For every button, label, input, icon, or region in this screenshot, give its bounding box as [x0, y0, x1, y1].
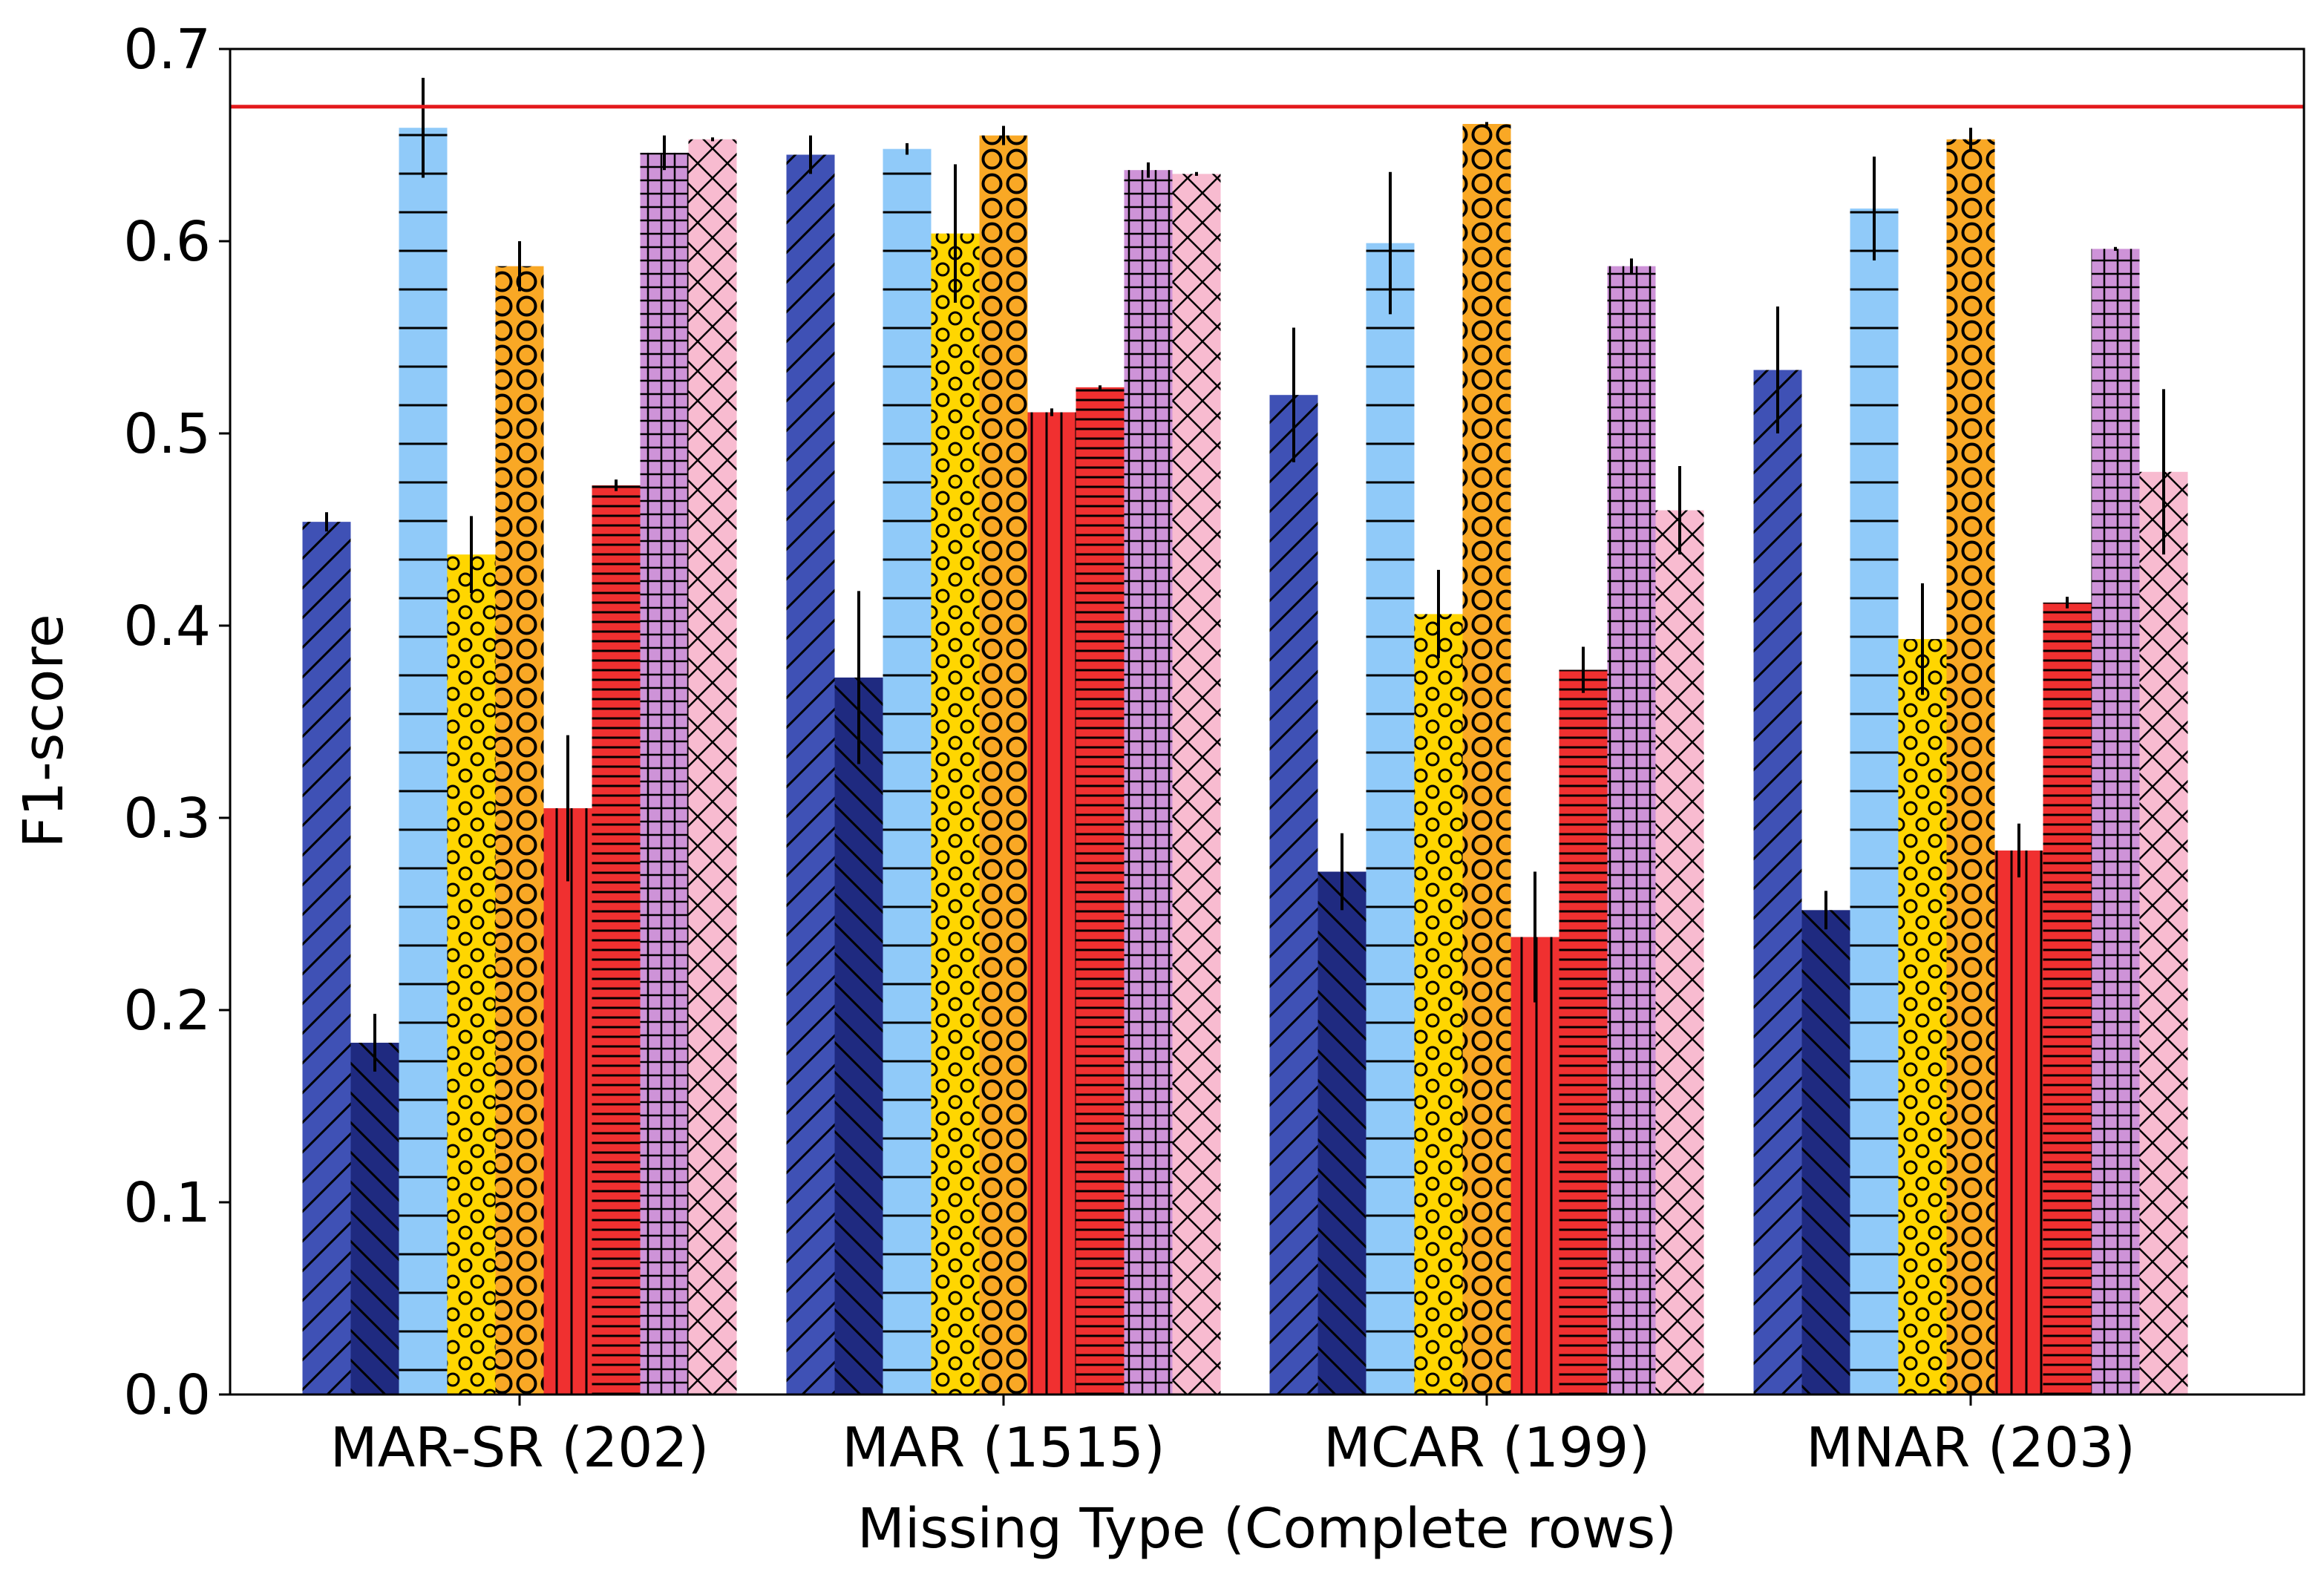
y-axis: 0.0 0.1 0.2 0.3 0.4 0.5 0.6 0.7 [123, 18, 230, 1427]
bar [2091, 249, 2140, 1394]
bar [1607, 266, 1656, 1394]
bar [495, 266, 544, 1394]
bar [1366, 243, 1415, 1395]
bar [399, 128, 448, 1395]
bar [1559, 669, 1608, 1394]
y-tick-label: 0.1 [123, 1171, 211, 1235]
y-tick-label: 0.4 [123, 594, 211, 658]
y-tick-label: 0.2 [123, 979, 211, 1043]
x-tick-label: MCAR (199) [1323, 1416, 1650, 1480]
bar [931, 233, 980, 1394]
bar [1510, 937, 1559, 1394]
bar [1850, 208, 1899, 1395]
bar [1898, 639, 1947, 1394]
bar [640, 152, 689, 1395]
bar [302, 522, 351, 1394]
bar [2043, 602, 2092, 1395]
bar [786, 154, 835, 1395]
bar [1172, 174, 1221, 1395]
bar [592, 485, 641, 1395]
bar [1076, 387, 1125, 1394]
bars-layer [302, 124, 2188, 1395]
bar [1414, 614, 1463, 1395]
bar [447, 554, 496, 1395]
bar [979, 135, 1028, 1394]
x-tick-label: MAR-SR (202) [330, 1416, 709, 1480]
y-tick-label: 0.5 [123, 402, 211, 466]
bar [1753, 370, 1802, 1394]
bar [688, 139, 737, 1395]
bar [1946, 139, 1995, 1395]
bar [1269, 395, 1318, 1395]
x-axis: MAR-SR (202) MAR (1515) MCAR (199) MNAR (20… [330, 1394, 2135, 1480]
bar [883, 148, 932, 1395]
bar [1318, 871, 1366, 1394]
bar [1994, 851, 2043, 1394]
bar [1124, 170, 1173, 1394]
y-tick-label: 0.7 [123, 18, 211, 82]
bar [1462, 124, 1511, 1394]
bar [1801, 910, 1850, 1394]
bar [543, 808, 592, 1394]
y-tick-label: 0.3 [123, 787, 211, 851]
error-bars-layer [325, 77, 2165, 1072]
x-tick-label: MNAR (203) [1806, 1416, 2135, 1480]
y-tick-label: 0.0 [123, 1363, 211, 1427]
x-tick-label: MAR (1515) [842, 1416, 1165, 1480]
bar [834, 677, 883, 1394]
bar [350, 1043, 399, 1394]
x-axis-label: Missing Type (Complete rows) [857, 1497, 1677, 1561]
y-axis-label: F1-score [12, 614, 76, 848]
bar [1027, 412, 1076, 1394]
bar [2139, 471, 2188, 1394]
y-tick-label: 0.6 [123, 210, 211, 274]
bar [1655, 510, 1704, 1394]
plot-frame [229, 47, 2305, 1396]
